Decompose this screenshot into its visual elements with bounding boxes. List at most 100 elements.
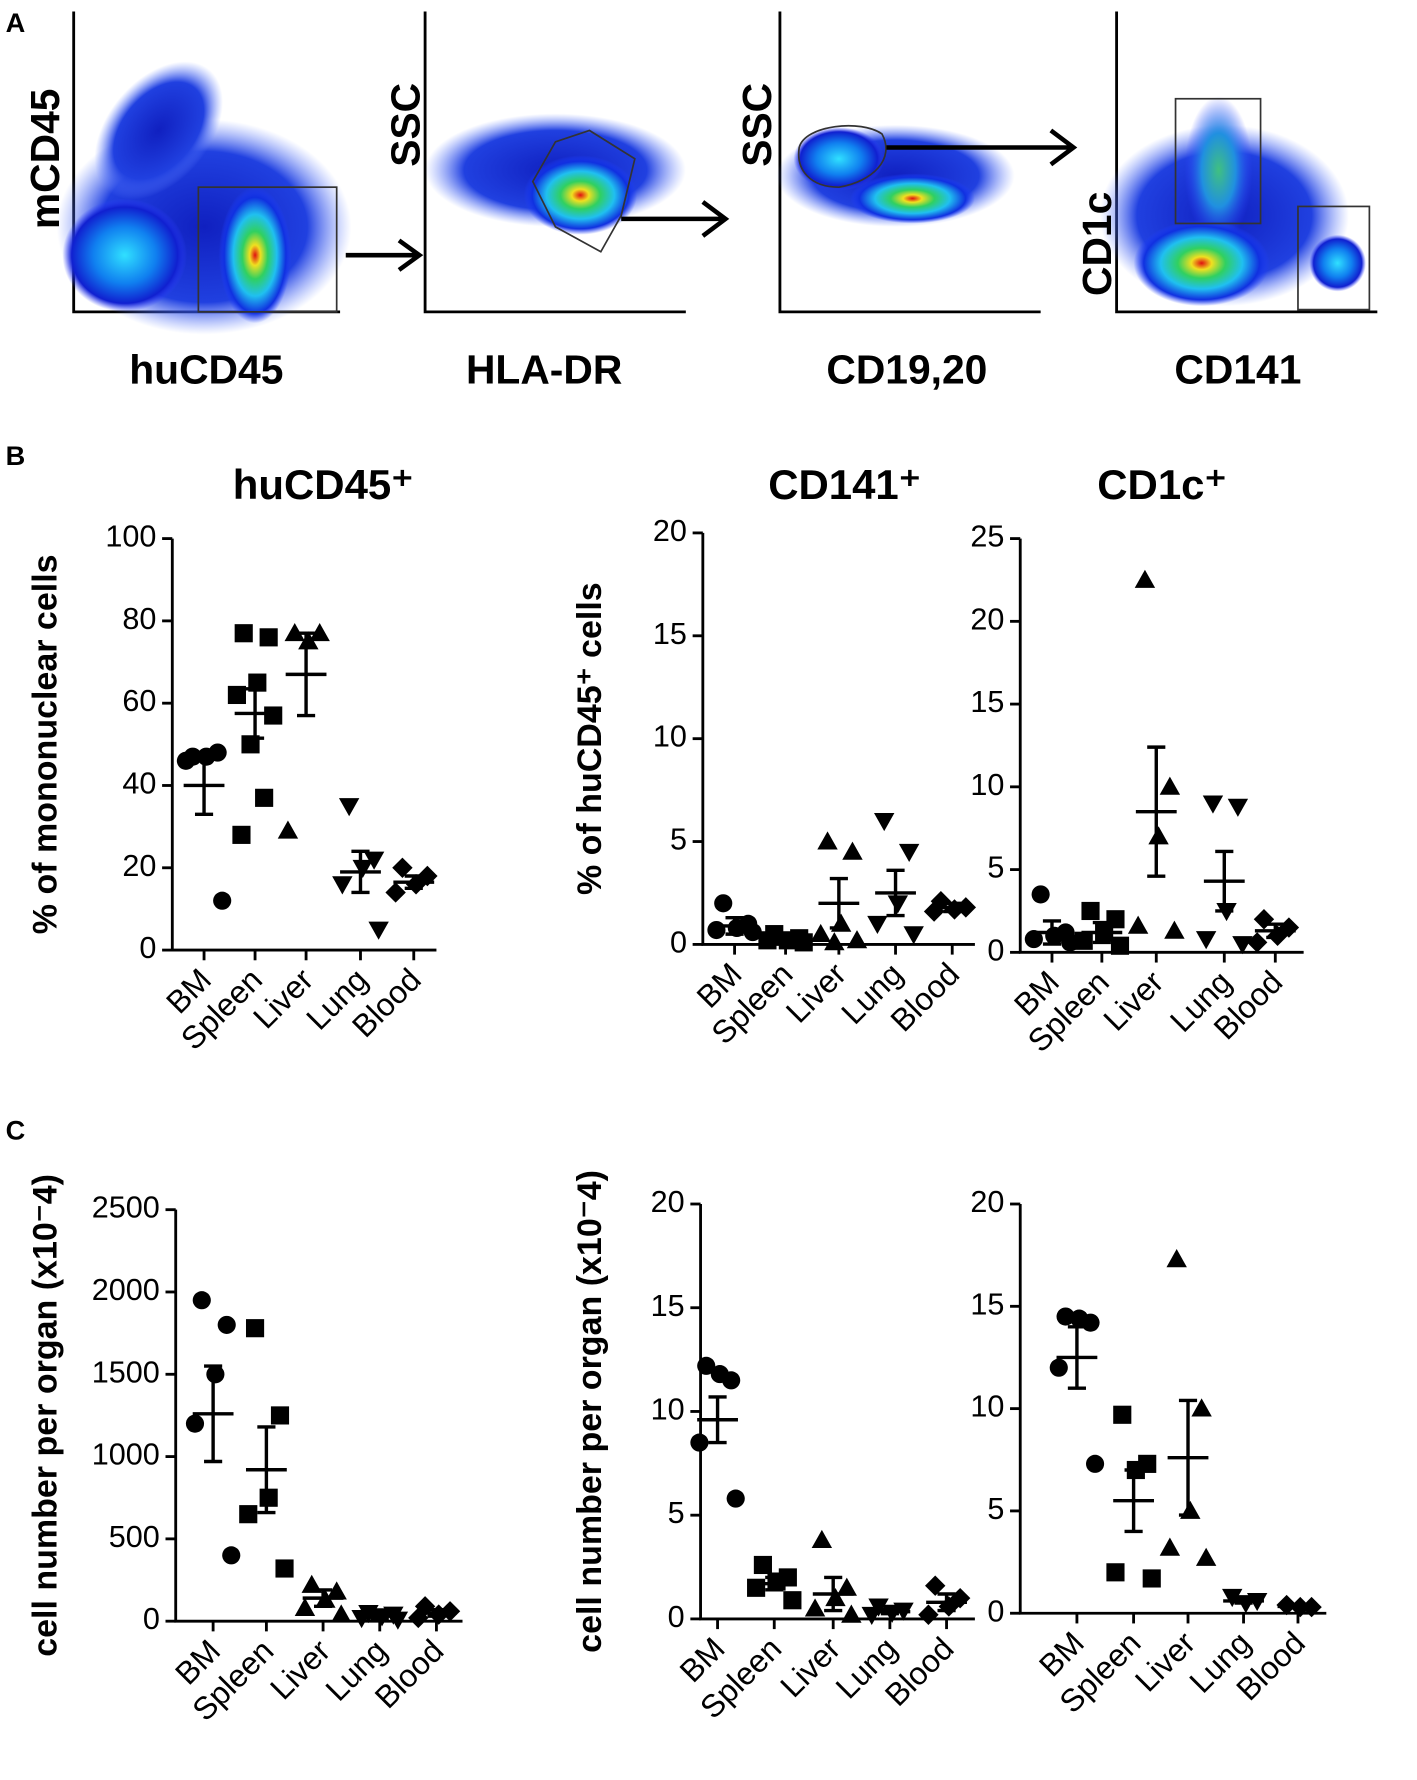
data-point <box>1024 930 1043 949</box>
data-point <box>767 1572 786 1591</box>
data-point <box>1106 1563 1125 1582</box>
data-point <box>1134 569 1156 588</box>
y-tick-label: 15 <box>651 1289 685 1323</box>
error-bar <box>1234 1597 1253 1605</box>
data-point <box>794 933 813 952</box>
error-bar <box>937 1592 956 1613</box>
y-tick-label: 100 <box>105 520 156 554</box>
data-point <box>824 932 845 951</box>
error-bar <box>725 915 744 936</box>
error-bar <box>1215 849 1234 913</box>
data-point <box>690 1433 709 1452</box>
data-point <box>277 820 299 839</box>
data-point <box>714 894 733 913</box>
data-point <box>338 798 360 817</box>
error-bar <box>943 901 962 914</box>
y-tick-label: 15 <box>653 617 687 651</box>
y-tick-label: 0 <box>987 1594 1004 1628</box>
y-axis-label: % of huCD45⁺ cells <box>571 582 609 895</box>
error-bar-line <box>1288 1603 1308 1610</box>
error-bar <box>824 1575 843 1613</box>
data-point <box>185 1414 205 1433</box>
error-bar <box>1067 1325 1086 1390</box>
x-axis-label: CD141 <box>1174 346 1301 392</box>
error-bar-line <box>1266 922 1285 940</box>
data-point <box>232 825 251 844</box>
y-tick-label: 60 <box>122 684 156 718</box>
data-point <box>1191 1398 1212 1417</box>
error-bar <box>886 868 905 918</box>
data-point <box>811 1529 833 1549</box>
data-point <box>368 921 389 940</box>
data-point <box>753 1555 772 1575</box>
data-point <box>707 920 726 940</box>
chart-title: huCD45⁺ <box>233 461 414 508</box>
data-point <box>259 628 278 647</box>
data-point <box>217 1315 236 1334</box>
data-point <box>227 685 246 705</box>
data-point <box>275 1559 294 1578</box>
data-point <box>887 895 909 914</box>
data-point <box>903 926 924 945</box>
error-bar-line <box>314 1588 333 1609</box>
x-tick-label: Liver <box>1096 963 1170 1037</box>
data-point <box>1164 920 1185 939</box>
error-bar <box>297 631 316 718</box>
data-point <box>213 891 232 910</box>
y-tick-label: 2000 <box>92 1273 160 1307</box>
error-bar <box>257 1425 276 1515</box>
data-point <box>1081 901 1100 921</box>
data-point <box>1222 1588 1243 1608</box>
data-point <box>817 831 838 850</box>
data-point <box>1148 826 1169 845</box>
error-bar-line <box>404 874 423 891</box>
y-tick-label: 1000 <box>92 1438 160 1472</box>
error-bar-line <box>943 901 962 914</box>
y-axis-label: SSC <box>382 83 428 167</box>
error-bar-line <box>765 1575 784 1592</box>
data-point <box>239 1505 258 1524</box>
y-axis-label: cell number per organ (x10⁻4) <box>571 1170 609 1653</box>
y-tick-label: 5 <box>668 1496 685 1530</box>
arrow <box>621 200 730 238</box>
error-bar-line <box>725 915 744 936</box>
data-point <box>245 1319 265 1338</box>
data-point <box>710 1365 729 1384</box>
y-tick-label: 0 <box>668 1600 685 1634</box>
data-point <box>1127 915 1149 934</box>
data-point <box>1166 1249 1187 1268</box>
data-point <box>1085 1454 1105 1473</box>
error-bar-line <box>708 1395 727 1445</box>
error-bar <box>314 1588 333 1609</box>
error-bar <box>776 932 795 945</box>
y-tick-label: 5 <box>987 851 1004 885</box>
error-bar-line <box>1215 849 1234 913</box>
data-point <box>874 813 895 832</box>
chart-title: CD141⁺ <box>768 461 921 508</box>
error-bar-line <box>937 1592 956 1613</box>
data-point <box>234 624 253 643</box>
y-axis-label: % of mononuclear cells <box>27 554 65 934</box>
error-bar-line <box>427 1607 446 1618</box>
error-bar <box>204 1364 223 1464</box>
error-bar-line <box>886 868 905 918</box>
y-tick-label: 20 <box>970 1185 1004 1219</box>
error-bar-line <box>1234 1597 1253 1605</box>
data-point <box>352 859 373 878</box>
error-bar <box>370 1612 389 1621</box>
y-tick-label: 0 <box>139 931 156 965</box>
data-point <box>1253 909 1275 930</box>
data-point <box>836 1577 858 1596</box>
data-point <box>747 1578 766 1597</box>
data-point <box>1142 1569 1161 1588</box>
error-bar-line <box>1178 1398 1198 1517</box>
data-point <box>176 751 195 770</box>
error-bar <box>880 1607 899 1616</box>
data-point <box>1031 885 1050 904</box>
x-tick-label: Liver <box>1128 1624 1202 1698</box>
data-point <box>867 915 888 935</box>
error-bar-line <box>829 876 848 930</box>
error-bar-line <box>194 754 214 816</box>
y-axis-label: mCD45 <box>22 89 68 230</box>
